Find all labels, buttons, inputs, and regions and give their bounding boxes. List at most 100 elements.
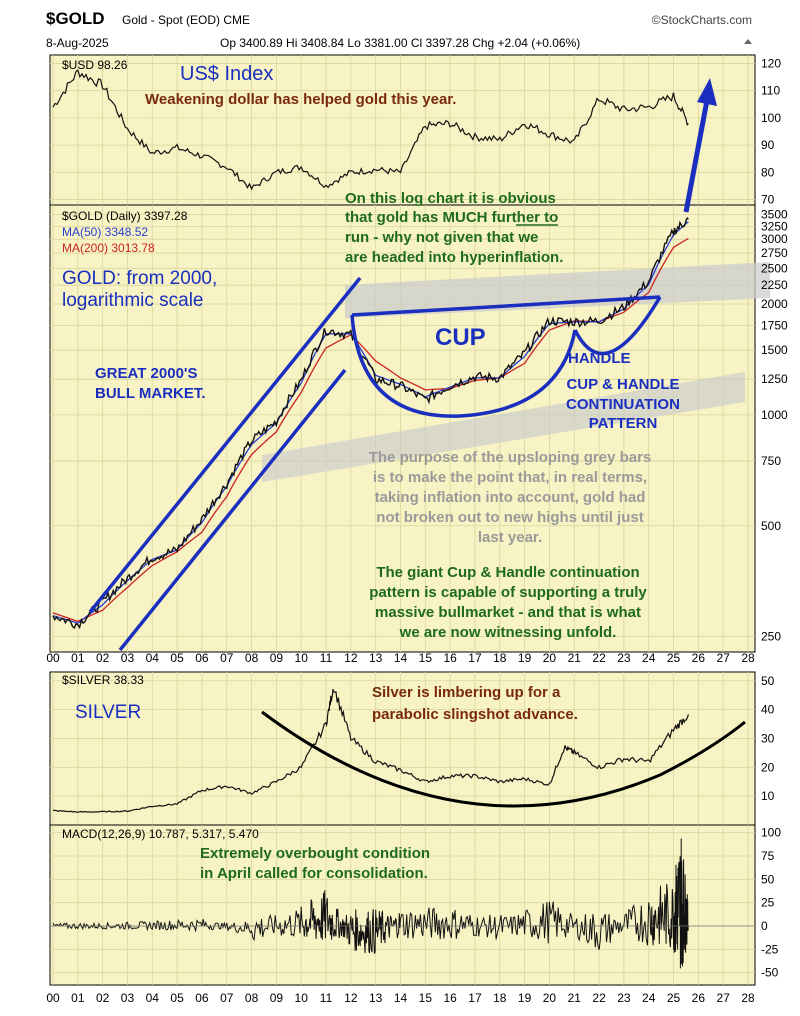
x-tick-label: 13 (369, 651, 383, 665)
y-tick-label: 1000 (761, 408, 788, 422)
grey-note: The purpose of the upsloping grey bars i… (369, 449, 652, 546)
bull-market-line: BULL MARKET. (95, 385, 206, 402)
log-note-line: On this log chart it is obvious (345, 190, 556, 207)
y-tick-label: 0 (761, 919, 768, 933)
log-note-line: that gold has MUCH further to (345, 209, 558, 226)
ma200-legend: MA(200) 3013.78 (62, 241, 155, 255)
gold-legend: $GOLD (Daily) 3397.28 (62, 209, 188, 223)
header-symbol: $GOLD (46, 9, 105, 28)
bull-market-line: GREAT 2000'S (95, 365, 198, 382)
x-tick-label: 20 (543, 651, 557, 665)
y-tick-label: 25 (761, 896, 775, 910)
x-tick-label: 28 (741, 651, 755, 665)
x-tick-label: 20 (543, 991, 557, 1005)
cup-rim-line (351, 295, 661, 317)
x-tick-label: 01 (71, 991, 85, 1005)
y-tick-label: 500 (761, 519, 781, 533)
macd-panel (49, 824, 756, 986)
y-tick-label: 2750 (761, 246, 788, 260)
bull-market-label: GREAT 2000'S BULL MARKET. (95, 365, 206, 402)
x-tick-label: 16 (443, 651, 457, 665)
header-description: Gold - Spot (EOD) CME (122, 13, 250, 27)
y-tick-label: 90 (761, 138, 775, 152)
grey-note-line: last year. (478, 529, 542, 546)
x-tick-label: 19 (518, 651, 532, 665)
log-note: On this log chart it is obvious that gol… (345, 190, 563, 266)
channel-upper-line (88, 276, 362, 614)
x-tick-label: 06 (195, 651, 209, 665)
collapse-triangle-icon[interactable] (744, 39, 752, 44)
y-tick-label: 50 (761, 674, 775, 688)
y-tick-label: 80 (761, 165, 775, 179)
annotation-drawings (88, 78, 746, 808)
x-tick-label: 22 (592, 991, 606, 1005)
gold-title: GOLD: from 2000, logarithmic scale (62, 268, 217, 311)
grey-upsloping-bars (262, 262, 770, 482)
silver-legend: $SILVER 38.33 (62, 673, 144, 687)
pattern-label: CUP & HANDLE CONTINUATION PATTERN (566, 376, 680, 432)
header-brand: ©StockCharts.com (652, 13, 752, 27)
x-tick-label: 12 (344, 651, 358, 665)
usd-panel (49, 54, 756, 206)
y-tick-label: 70 (761, 193, 775, 207)
green-note: The giant Cup & Handle continuation patt… (369, 564, 647, 641)
y-tick-label: 1750 (761, 318, 788, 332)
green-note-line: we are now witnessing unfold. (399, 624, 617, 641)
y-tick-label: 10 (761, 789, 775, 803)
silver-note: Silver is limbering up for a parabolic s… (372, 684, 578, 723)
y-tick-label: -50 (761, 966, 779, 980)
silver-note-line: Silver is limbering up for a (372, 684, 561, 701)
pattern-line: CUP & HANDLE (566, 376, 679, 393)
x-tick-label: 17 (468, 991, 482, 1005)
green-note-line: pattern is capable of supporting a truly (369, 584, 647, 601)
x-tick-label: 11 (320, 651, 333, 665)
x-tick-label: 25 (667, 991, 681, 1005)
gold-title-line: GOLD: from 2000, (62, 268, 217, 289)
silver-series-line (52, 688, 689, 814)
x-tick-label: 01 (71, 651, 85, 665)
grey-note-line: is to make the point that, in real terms… (373, 469, 647, 486)
usd-series-line (52, 69, 689, 191)
handle-outline (573, 296, 662, 356)
x-tick-label: 18 (493, 651, 507, 665)
log-note-line: run - why not given that we (345, 229, 538, 246)
x-tick-label: 15 (419, 651, 433, 665)
y-tick-label: 750 (761, 454, 781, 468)
macd-note-line: in April called for consolidation. (200, 865, 428, 882)
x-tick-label: 13 (369, 991, 383, 1005)
x-tick-label: 17 (468, 651, 482, 665)
x-tick-label: 10 (295, 651, 309, 665)
pattern-line: PATTERN (589, 415, 658, 432)
y-tick-label: 30 (761, 731, 775, 745)
y-tick-label: 120 (761, 56, 781, 70)
grey-bar-lower (262, 372, 745, 482)
gold-series-line (52, 216, 689, 630)
y-tick-label: 100 (761, 826, 781, 840)
x-tick-label: 24 (642, 651, 656, 665)
y-tick-label: 2500 (761, 261, 788, 275)
x-tick-label: 23 (617, 991, 631, 1005)
x-tick-label: 02 (96, 991, 110, 1005)
x-tick-label: 25 (667, 651, 681, 665)
x-tick-label: 07 (220, 651, 234, 665)
arrow-up-icon (697, 78, 717, 106)
channel-lower-line (118, 368, 347, 652)
macd-legend: MACD(12,26,9) 10.787, 5.317, 5.470 (62, 827, 259, 841)
y-tick-label: 1250 (761, 372, 788, 386)
x-tick-label: 06 (195, 991, 209, 1005)
y-tick-label: 2000 (761, 297, 788, 311)
x-tick-label: 08 (245, 991, 259, 1005)
grey-note-line: not broken out to new highs until just (376, 509, 643, 526)
y-tick-label: 3500 (761, 208, 788, 222)
panels (49, 54, 756, 986)
log-note-line: are headed into hyperinflation. (345, 249, 563, 266)
y-tick-label: 50 (761, 872, 775, 886)
ma50-legend: MA(50) 3348.52 (62, 225, 148, 239)
x-tick-label: 09 (270, 991, 284, 1005)
silver-panel (49, 671, 756, 826)
x-tick-label: 10 (295, 991, 309, 1005)
x-tick-label: 26 (692, 651, 706, 665)
x-tick-label: 14 (394, 651, 408, 665)
